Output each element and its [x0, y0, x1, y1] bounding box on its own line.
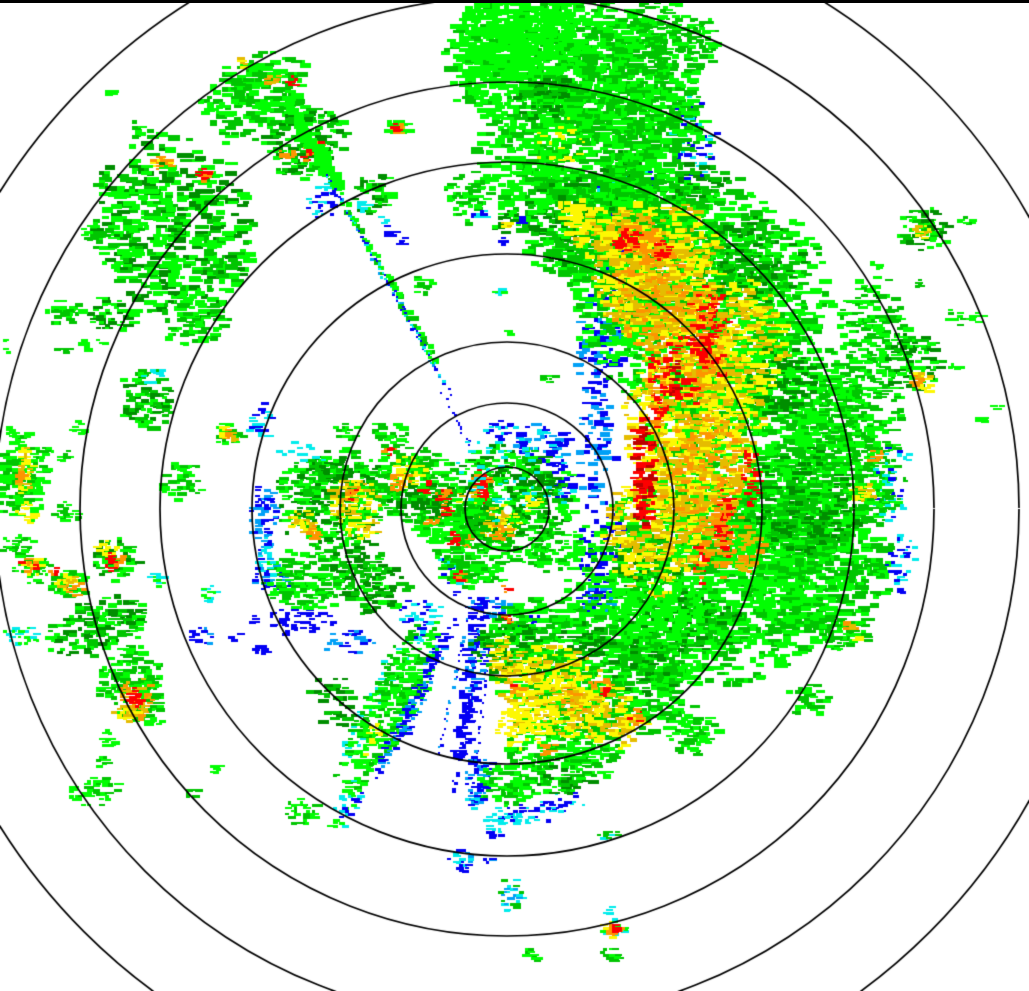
top-border-line — [0, 0, 1029, 3]
